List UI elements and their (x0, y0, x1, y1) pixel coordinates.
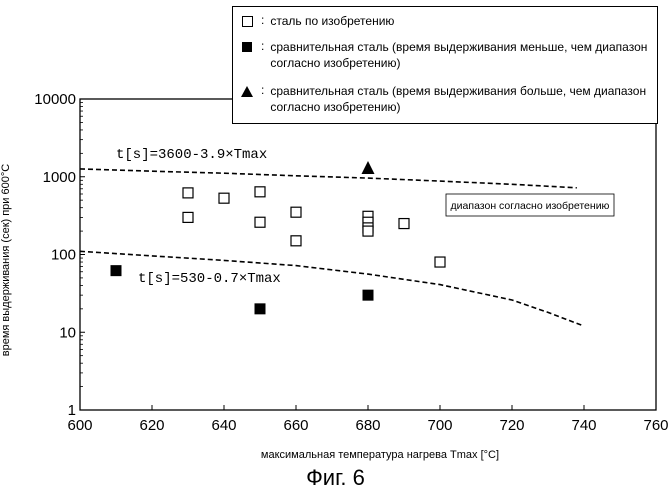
x-tick-label: 660 (283, 417, 308, 434)
range-annotation-box: диапазон согласно изобретению (445, 193, 615, 217)
axis-ticks: 600 620 640 660 680 700 720 740 760 1 10 100 1000 100… (34, 91, 668, 434)
x-tick-label: 620 (139, 417, 164, 434)
comparative-short-point (362, 289, 374, 301)
comparative-short-point (110, 265, 122, 277)
x-tick-label: 760 (643, 417, 668, 434)
y-axis-label: время выдерживания (сек) при 600°C (0, 163, 12, 357)
range-annotation: диапазон согласно изобретению (451, 200, 610, 212)
invention-steel-point (254, 216, 266, 228)
x-axis-label: максимальная температура нагрева Tmax [°… (260, 449, 500, 461)
invention-steel-point (290, 235, 302, 247)
legend-colon: : (261, 39, 265, 53)
open-square-marker-icon (241, 15, 253, 27)
data-points (110, 160, 446, 315)
legend-colon: : (261, 83, 265, 97)
invention-steel-point (398, 217, 410, 230)
invention-steel-point (218, 192, 230, 204)
legend-label: сталь по изобретению (270, 14, 395, 28)
legend: : сталь по изобретению : сравнительная с… (232, 6, 658, 124)
y-tick-label: 10000 (34, 91, 76, 108)
legend-label: сравнительная сталь (время выдерживания … (270, 40, 648, 70)
legend-label: сравнительная сталь (время выдерживания … (270, 84, 647, 114)
comparative-short-point (254, 303, 266, 315)
x-tick-label: 680 (355, 417, 380, 434)
comparative-long-point (361, 160, 375, 174)
legend-item-invention: : сталь по изобретению (241, 13, 394, 29)
x-tick-label: 640 (211, 417, 236, 434)
y-tick-label: 10 (59, 324, 76, 341)
x-tick-label: 700 (427, 417, 452, 434)
figure-caption: Фиг. 6 (306, 465, 365, 490)
invention-steel-point (182, 187, 194, 199)
plot-frame (79, 98, 657, 411)
invention-steel-point (182, 211, 194, 224)
legend-colon: : (261, 13, 265, 27)
curve-label-lower: t[s]=530-0.7×Tmax (138, 271, 281, 287)
legend-item-comparative-long: : сравнительная сталь (время выдерживани… (241, 83, 650, 115)
x-tick-label: 600 (67, 417, 92, 434)
filled-square-marker-icon (241, 41, 253, 53)
y-tick-label: 1 (68, 402, 76, 419)
curve-label-upper: t[s]=3600-3.9×Tmax (116, 147, 267, 163)
x-tick-label: 720 (499, 417, 524, 434)
invention-steel-point (290, 206, 302, 218)
y-tick-label: 1000 (43, 169, 76, 186)
filled-triangle-marker-icon (241, 85, 253, 97)
legend-item-comparative-short: : сравнительная сталь (время выдерживани… (241, 39, 650, 71)
upper-limit-curve (79, 168, 577, 189)
invention-steel-point (434, 256, 446, 268)
invention-steel-point (254, 186, 266, 198)
boundary-curves (79, 168, 585, 327)
lower-limit-curve (79, 250, 585, 327)
y-tick-label: 100 (51, 247, 76, 264)
invention-steel-point (362, 225, 374, 237)
x-tick-label: 740 (571, 417, 596, 434)
